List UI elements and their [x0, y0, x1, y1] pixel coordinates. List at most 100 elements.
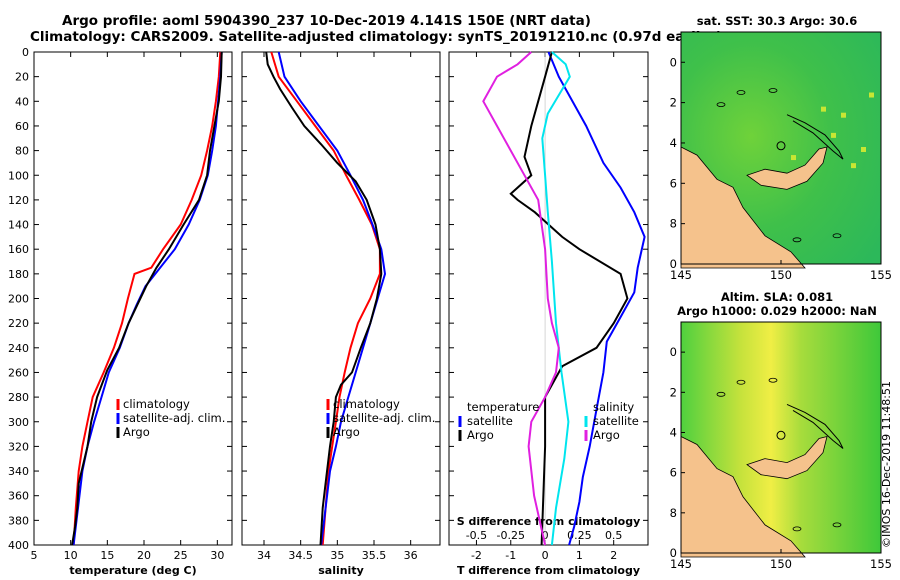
legend-label: satellite [467, 414, 513, 428]
small-island [716, 102, 726, 108]
map-ytick-label: 0 [670, 55, 677, 69]
map-xtick-label: 150 [770, 268, 792, 282]
map-ytick-label: -6 [670, 176, 677, 190]
ytick-label: 200 [8, 293, 29, 306]
difference-xtick-label: 0 [542, 549, 549, 562]
temperature-xtick-label: 25 [174, 549, 188, 562]
legend-label: satellite [593, 414, 639, 428]
legend-label: Argo [467, 428, 494, 442]
small-island [832, 233, 842, 239]
temperature-xtick-label: 5 [31, 549, 38, 562]
ytick-label: 400 [8, 539, 29, 552]
s-diff-xtick-label: 0.5 [605, 529, 623, 542]
series-line-climatology [270, 51, 381, 546]
salinity-plot-area [241, 51, 441, 546]
ytick-label: 160 [8, 243, 29, 256]
ytick-label: 360 [8, 490, 29, 503]
map-ytick-label: 0 [670, 345, 677, 359]
difference-panel: -2 -1 0 1 2-0.5 -0.25 0 0.25 0.5S difference fro… [448, 51, 649, 577]
salinity-xtick-label: 35.5 [362, 549, 387, 562]
sst-map: 145 150 155 0 -2 -4 -6 -8 -10 [670, 31, 892, 282]
ytick-label: 380 [8, 514, 29, 527]
legend-label: climatology [333, 397, 400, 411]
temperature-xtick-label: 30 [210, 549, 224, 562]
legend-label: Argo [123, 425, 150, 439]
sst-warm-pixel [831, 132, 836, 138]
small-island [792, 526, 802, 532]
temperature-panel: 0 20 40 60 80 100 120 140 160 180 200 220 240 260 280 3… [8, 46, 233, 577]
ytick-label: 140 [8, 219, 29, 232]
small-island [768, 88, 778, 93]
sst-warm-pixel [841, 112, 846, 118]
series-line-s-satellite [541, 51, 571, 546]
difference-xtick-label: 2 [610, 549, 617, 562]
ytick-label: 100 [8, 169, 29, 182]
legend-label: satellite-adj. clim. [123, 411, 225, 425]
ytick-label: 220 [8, 317, 29, 330]
map-xtick-label: 150 [770, 557, 792, 571]
sst-warm-pixel [791, 155, 796, 161]
series-line-climatology [72, 51, 222, 546]
salinity-xtick-label: 35 [330, 549, 344, 562]
ytick-label: 260 [8, 366, 29, 379]
land-new-guinea [680, 146, 806, 269]
sla-map: 145 150 155 0 -2 -4 -6 -8 -10 [670, 321, 892, 571]
chart-title-line1: Argo profile: aoml 5904390_237 10-Dec-20… [62, 13, 591, 29]
legend-label: satellite-adj. clim. [333, 411, 435, 425]
s-diff-xtick-label: -0.5 [466, 529, 487, 542]
series-line-s-argo [482, 51, 560, 546]
profile-charts: 0204060801001201401601802002202402602803… [8, 46, 649, 577]
ytick-label: 300 [8, 416, 29, 429]
ytick-label: 0 [22, 46, 29, 59]
temperature-xtick-label: 10 [64, 549, 78, 562]
legend-label: Argo [333, 425, 360, 439]
ytick-label: 40 [15, 95, 29, 108]
ytick-label: 280 [8, 391, 29, 404]
land-new-guinea [680, 435, 806, 558]
temperature-xlabel: temperature (deg C) [69, 564, 196, 577]
sst-warm-pixel [851, 163, 856, 169]
ytick-label: 340 [8, 465, 29, 478]
legend-label: Argo [593, 428, 620, 442]
difference-xtick-label: -2 [471, 549, 482, 562]
series-line-t-satellite [547, 51, 646, 546]
legend-title-salinity: salinity [593, 400, 634, 414]
small-island [736, 90, 746, 95]
small-island [832, 522, 842, 528]
ytick-label: 120 [8, 194, 29, 207]
series-line-t-argo [509, 51, 629, 546]
map-ytick-label: -10 [670, 257, 677, 271]
map-xtick-label: 155 [870, 268, 892, 282]
ytick-label: 20 [15, 71, 29, 84]
s-diff-xtick-label: -0.25 [497, 529, 525, 542]
sla-map-title-line2: Argo h1000: 0.029 h2000: NaN [677, 304, 877, 318]
small-island [736, 379, 746, 385]
sst-warm-pixel [821, 106, 826, 112]
map-ytick-label: -4 [670, 425, 677, 439]
sla-map-title-line1: Altim. SLA: 0.081 [720, 290, 834, 304]
difference-xtick-label: 1 [576, 549, 583, 562]
legend-title-temperature: temperature [467, 400, 539, 414]
series-line-argo [71, 51, 223, 546]
map-ytick-label: -10 [670, 546, 677, 560]
sst-warm-pixel [861, 146, 866, 152]
sst-map-title: sat. SST: 30.3 Argo: 30.6 [696, 14, 858, 28]
salinity-xtick-label: 34.5 [288, 549, 313, 562]
difference-xtick-label: -1 [505, 549, 516, 562]
temperature-xtick-label: 20 [137, 549, 151, 562]
series-line-argo [265, 51, 383, 546]
map-ytick-label: -8 [670, 217, 677, 231]
map-xtick-label: 145 [670, 268, 692, 282]
land-new-britain [746, 435, 828, 480]
argo-location-marker [776, 141, 786, 151]
ytick-label: 320 [8, 440, 29, 453]
ytick-label: 80 [15, 145, 29, 158]
imos-watermark: ©IMOS 16-Dec-2019 11:48:51 [880, 381, 893, 548]
difference-xlabel: T difference from climatology [457, 564, 640, 577]
map-ytick-label: -4 [670, 136, 677, 150]
land-new-ireland [786, 403, 844, 449]
ytick-label: 240 [8, 342, 29, 355]
map-xtick-label: 145 [670, 557, 692, 571]
land-new-britain [746, 146, 828, 190]
maps: 145 150 155 0 -2 -4 -6 -8 -10 145 150 155 0 -2 -4 -6 -8… [670, 31, 892, 571]
